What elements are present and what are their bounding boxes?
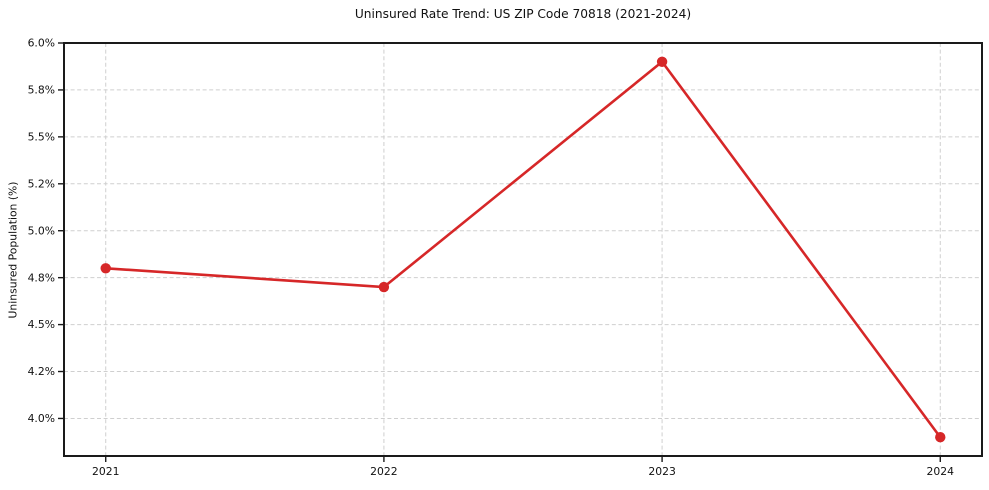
y-tick-label: 4.8% [28,271,55,284]
data-point-marker [935,432,946,443]
plot-border [63,42,983,457]
chart-title: Uninsured Rate Trend: US ZIP Code 70818 … [354,7,692,21]
y-tick-label: 5.8% [28,84,55,97]
y-tick-label: 5.0% [28,224,55,237]
y-tick-label: 6.0% [28,37,55,50]
y-tick-label: 5.2% [28,177,55,190]
x-tick-label: 2022 [370,465,397,478]
x-tick-label: 2021 [92,465,119,478]
y-tick-label: 4.5% [28,318,55,331]
y-tick-label: 4.2% [28,365,55,378]
y-tick-label: 4.0% [28,412,55,425]
data-point-marker [100,263,111,274]
x-tick-label: 2023 [648,465,675,478]
trend-line [104,60,942,439]
x-tick-label: 2024 [927,465,955,478]
data-point-marker [656,56,668,67]
data-point-marker [378,281,390,293]
y-tick-label: 5.5% [28,130,55,143]
